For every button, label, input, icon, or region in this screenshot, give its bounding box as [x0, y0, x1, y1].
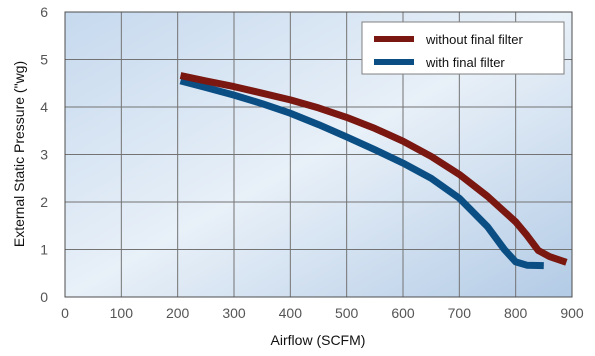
legend-label-with-final-filter: with final filter — [425, 55, 505, 70]
y-tick-label: 6 — [40, 4, 48, 20]
x-tick-label: 800 — [504, 305, 528, 321]
y-tick-label: 2 — [40, 194, 48, 210]
series-lines — [179, 72, 568, 270]
x-axis-label: Airflow (SCFM) — [271, 332, 366, 348]
x-tick-label: 300 — [222, 305, 246, 321]
series-line-without-final-filter — [179, 72, 568, 266]
legend-box — [361, 21, 565, 75]
y-tick-labels: 0 1 2 3 4 5 6 — [40, 4, 48, 305]
x-tick-label: 500 — [335, 305, 359, 321]
y-tick-label: 0 — [40, 289, 48, 305]
x-tick-labels: 0 100 200 300 400 500 600 700 800 900 — [61, 305, 584, 321]
x-tick-label: 600 — [391, 305, 415, 321]
y-axis-label: External Static Pressure ("wg) — [11, 61, 27, 247]
x-tick-label: 400 — [279, 305, 303, 321]
y-tick-label: 4 — [40, 99, 48, 115]
y-tick-label: 1 — [40, 242, 48, 258]
plot-border — [64, 11, 573, 298]
x-tick-label: 900 — [560, 305, 584, 321]
series-line-with-final-filter — [179, 77, 544, 270]
x-tick-label: 700 — [448, 305, 472, 321]
x-tick-label: 0 — [61, 305, 69, 321]
x-tick-label: 100 — [110, 305, 134, 321]
y-tick-label: 5 — [40, 52, 48, 68]
y-tick-label: 3 — [40, 147, 48, 163]
legend-label-without-final-filter: without final filter — [425, 32, 523, 47]
x-tick-label: 200 — [166, 305, 190, 321]
legend: without final filter with final filter — [361, 21, 565, 75]
